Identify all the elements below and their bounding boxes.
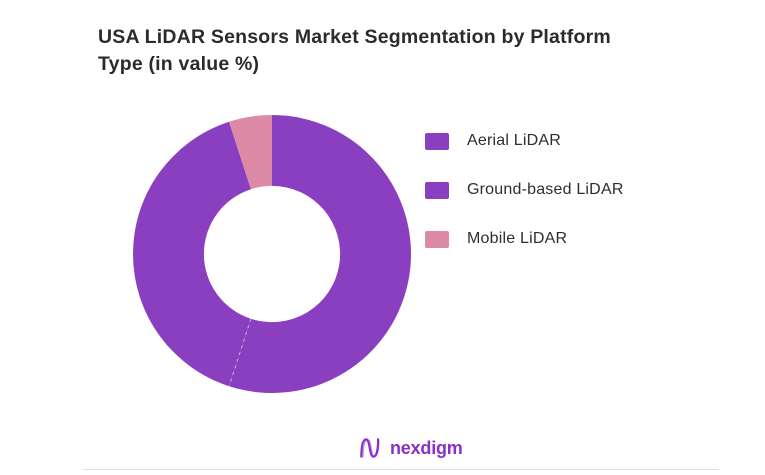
- legend-item-aerial-lidar: Aerial LiDAR: [425, 132, 624, 150]
- donut-slice-ground-based-lidar: [132, 121, 251, 387]
- chart-title-line-2: Type (in value %): [98, 53, 260, 75]
- legend-label-mobile-lidar: Mobile LiDAR: [467, 230, 568, 247]
- legend: Aerial LiDAR Ground-based LiDAR Mobile L…: [425, 132, 624, 279]
- donut-chart: [132, 115, 411, 393]
- nexdigm-logo-icon: [360, 438, 380, 458]
- brand-name: nexdigm: [390, 437, 463, 458]
- donut-slice-mobile-lidar: [229, 115, 272, 190]
- legend-label-aerial-lidar: Aerial LiDAR: [467, 132, 561, 149]
- footer-brand: nexdigm: [357, 435, 463, 461]
- donut-slice-aerial-lidar: [229, 115, 411, 393]
- legend-item-mobile-lidar: Mobile LiDAR: [425, 230, 624, 248]
- slice-separator-line: [228, 318, 252, 387]
- chart-title-line-1: USA LiDAR Sensors Market Segmentation by…: [98, 26, 611, 48]
- legend-item-ground-based-lidar: Ground-based LiDAR: [425, 181, 624, 199]
- legend-swatch-mobile-lidar: [425, 230, 449, 248]
- legend-swatch-ground-based-lidar: [425, 181, 449, 199]
- legend-label-ground-based-lidar: Ground-based LiDAR: [467, 181, 624, 198]
- legend-swatch-aerial-lidar: [425, 132, 449, 150]
- chart-title: USA LiDAR Sensors Market Segmentation by…: [98, 24, 611, 78]
- footer-divider: [83, 469, 719, 470]
